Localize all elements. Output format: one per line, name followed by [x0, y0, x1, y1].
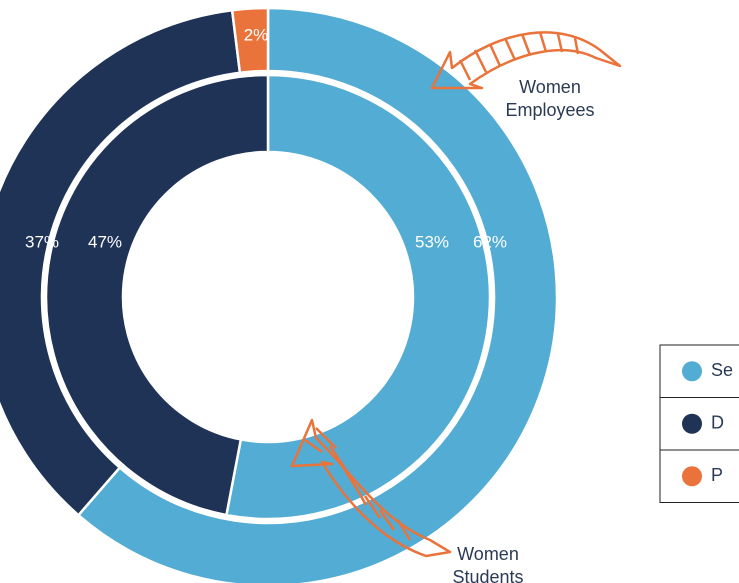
value-label: 62%: [473, 232, 507, 251]
value-label: 2%: [244, 25, 269, 44]
legend-swatch: [682, 361, 702, 382]
donut-slice: [224, 73, 492, 521]
value-label: 47%: [88, 232, 122, 251]
donut-slice: [230, 6, 270, 75]
arrow-students: [290, 418, 452, 558]
value-label: 53%: [415, 232, 449, 251]
annotation: Women Students: [452, 544, 523, 583]
value-labels: 62% 37% 2% 53% 47%: [25, 25, 507, 251]
legend-swatch: [682, 413, 702, 434]
value-label: 37%: [25, 232, 59, 251]
donut-slice: [44, 73, 270, 517]
donut: [0, 6, 559, 583]
donut-slice: [0, 8, 242, 517]
donut-slice: [76, 6, 559, 583]
legend-label: Se: [711, 360, 733, 380]
legend-label: D: [711, 413, 724, 433]
legend-label: P: [711, 465, 723, 485]
legend-swatch: [682, 466, 702, 487]
arrow-employees: [430, 31, 622, 90]
annotation: Women Employees: [505, 77, 594, 120]
legend: Se D P: [659, 344, 739, 503]
